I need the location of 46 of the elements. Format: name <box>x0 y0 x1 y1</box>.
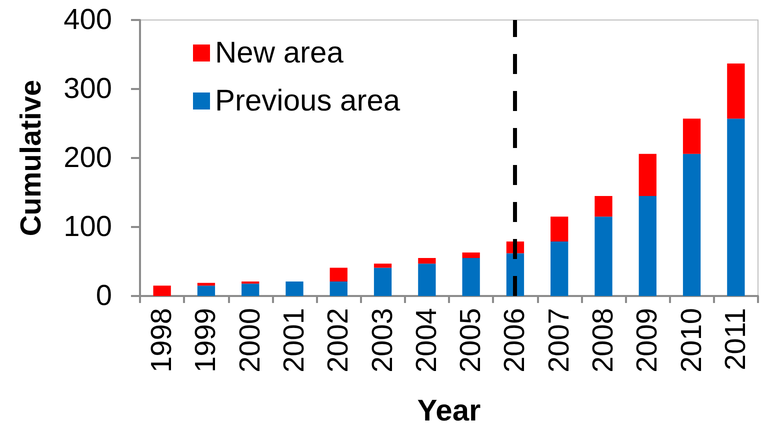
x-tick-label: 2011 <box>720 308 752 370</box>
y-tick-label: 200 <box>64 142 112 174</box>
x-tick-label: 2001 <box>278 308 310 373</box>
x-tick-label: 2009 <box>632 308 664 373</box>
bar <box>550 216 568 242</box>
x-tick-label: 2006 <box>499 308 532 373</box>
x-tick-label: 1998 <box>146 308 178 373</box>
bar <box>374 264 392 268</box>
bar <box>286 282 304 296</box>
bar <box>638 154 656 196</box>
bar <box>153 286 171 296</box>
bar <box>197 286 216 296</box>
bar <box>242 284 260 296</box>
bar <box>682 118 701 154</box>
bar <box>638 196 656 296</box>
bar <box>594 196 612 217</box>
x-tick-label: 2007 <box>543 308 576 373</box>
x-tick-label: 2003 <box>366 308 399 373</box>
bar <box>682 154 701 296</box>
bar <box>594 216 612 296</box>
bar <box>462 252 480 258</box>
x-tick-label: 2000 <box>234 308 266 373</box>
legend-label: New area <box>215 36 344 70</box>
x-tick-label: 2004 <box>410 308 443 373</box>
bar <box>550 241 568 296</box>
bar <box>418 264 436 296</box>
x-tick-label: 2008 <box>588 308 620 373</box>
x-tick-label: 1999 <box>190 308 222 373</box>
bar <box>727 118 745 296</box>
bar <box>330 268 348 282</box>
x-tick-label: 2002 <box>322 308 355 373</box>
y-axis-title: Cumulative <box>16 80 48 236</box>
bar <box>197 282 216 286</box>
x-tick-label: 2005 <box>455 308 488 373</box>
bar <box>330 282 348 296</box>
y-tick-label: 400 <box>64 4 112 36</box>
x-axis-title: Year <box>417 394 482 428</box>
bar <box>462 258 480 296</box>
y-tick-label: 300 <box>64 73 112 105</box>
x-tick-label: 2010 <box>676 308 708 373</box>
bar <box>418 258 436 264</box>
legend-label: Previous area <box>215 84 400 118</box>
y-tick-label: 100 <box>64 211 112 243</box>
bar <box>374 268 392 296</box>
bar <box>727 63 745 119</box>
y-tick-label: 0 <box>96 280 112 312</box>
